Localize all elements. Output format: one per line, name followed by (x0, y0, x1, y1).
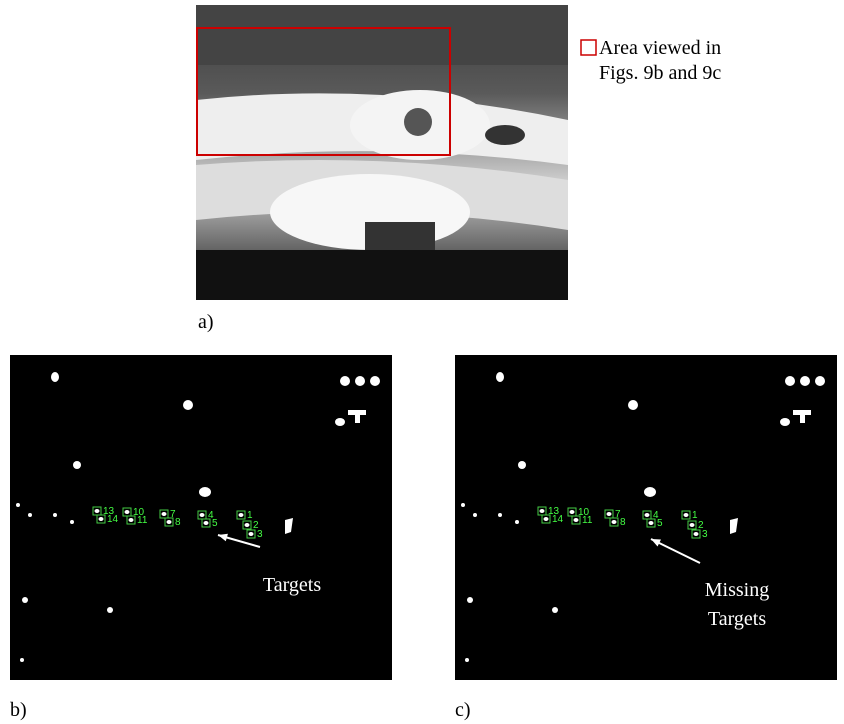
legend-text: Figs. 9b and 9c (599, 62, 721, 84)
dot (461, 503, 465, 507)
target-dot (570, 510, 575, 514)
target-dot (129, 518, 134, 522)
target-label: 14 (107, 514, 119, 525)
dot (644, 487, 656, 497)
dot (785, 376, 795, 386)
image-background (455, 355, 837, 680)
annotation: Targets (708, 608, 766, 630)
target-dot (540, 509, 545, 513)
dot (51, 372, 59, 382)
dot (815, 376, 825, 386)
panel-label: b) (10, 699, 27, 721)
dot (552, 607, 558, 613)
target-dot (690, 523, 695, 527)
target-dot (612, 520, 617, 524)
dot (370, 376, 380, 386)
dot (28, 513, 32, 517)
panel-label: c) (455, 699, 471, 721)
target-dot (99, 517, 104, 521)
target-dot (607, 512, 612, 516)
dot (335, 418, 345, 426)
target-label: 3 (702, 529, 708, 540)
annotation: Missing (705, 579, 769, 601)
target-dot (694, 532, 699, 536)
dot (199, 487, 211, 497)
image-background (10, 355, 392, 680)
target-dot (684, 513, 689, 517)
target-label: 3 (257, 529, 263, 540)
target-label: 8 (175, 517, 181, 528)
dot (473, 513, 477, 517)
dot (780, 418, 790, 426)
dot (515, 520, 519, 524)
dot (53, 513, 57, 517)
dot (355, 376, 365, 386)
target-dot (249, 532, 254, 536)
dot (340, 376, 350, 386)
dot (800, 376, 810, 386)
target-label: 5 (212, 518, 218, 529)
target-label: 8 (620, 517, 626, 528)
legend-swatch (581, 40, 596, 55)
target-dot (649, 521, 654, 525)
dot (553, 683, 557, 687)
dot (518, 461, 526, 469)
panel-label: a) (198, 311, 214, 333)
annotation: Targets (263, 574, 321, 596)
target-label: 11 (137, 515, 148, 526)
dot (498, 513, 502, 517)
dot (73, 461, 81, 469)
legend-text: Area viewed in (599, 37, 721, 59)
target-dot (245, 523, 250, 527)
target-dot (95, 509, 100, 513)
target-dot (574, 518, 579, 522)
figure: Area viewed in Figs. 9b and 9c a) 131410… (0, 0, 844, 724)
target-dot (167, 520, 172, 524)
dot (22, 597, 28, 603)
dot (108, 683, 112, 687)
target-dot (200, 513, 205, 517)
target-dot (544, 517, 549, 521)
target-label: 14 (552, 514, 564, 525)
target-dot (239, 513, 244, 517)
dot (465, 658, 469, 662)
dot (467, 597, 473, 603)
target-dot (645, 513, 650, 517)
target-label: 11 (582, 515, 593, 526)
dot (107, 607, 113, 613)
dot (183, 400, 193, 410)
dot (20, 658, 24, 662)
dot (16, 503, 20, 507)
target-label: 5 (657, 518, 663, 529)
dot (628, 400, 638, 410)
target-dot (204, 521, 209, 525)
target-dot (162, 512, 167, 516)
target-dot (125, 510, 130, 514)
photo-a (196, 5, 568, 300)
dot (70, 520, 74, 524)
dot (496, 372, 504, 382)
